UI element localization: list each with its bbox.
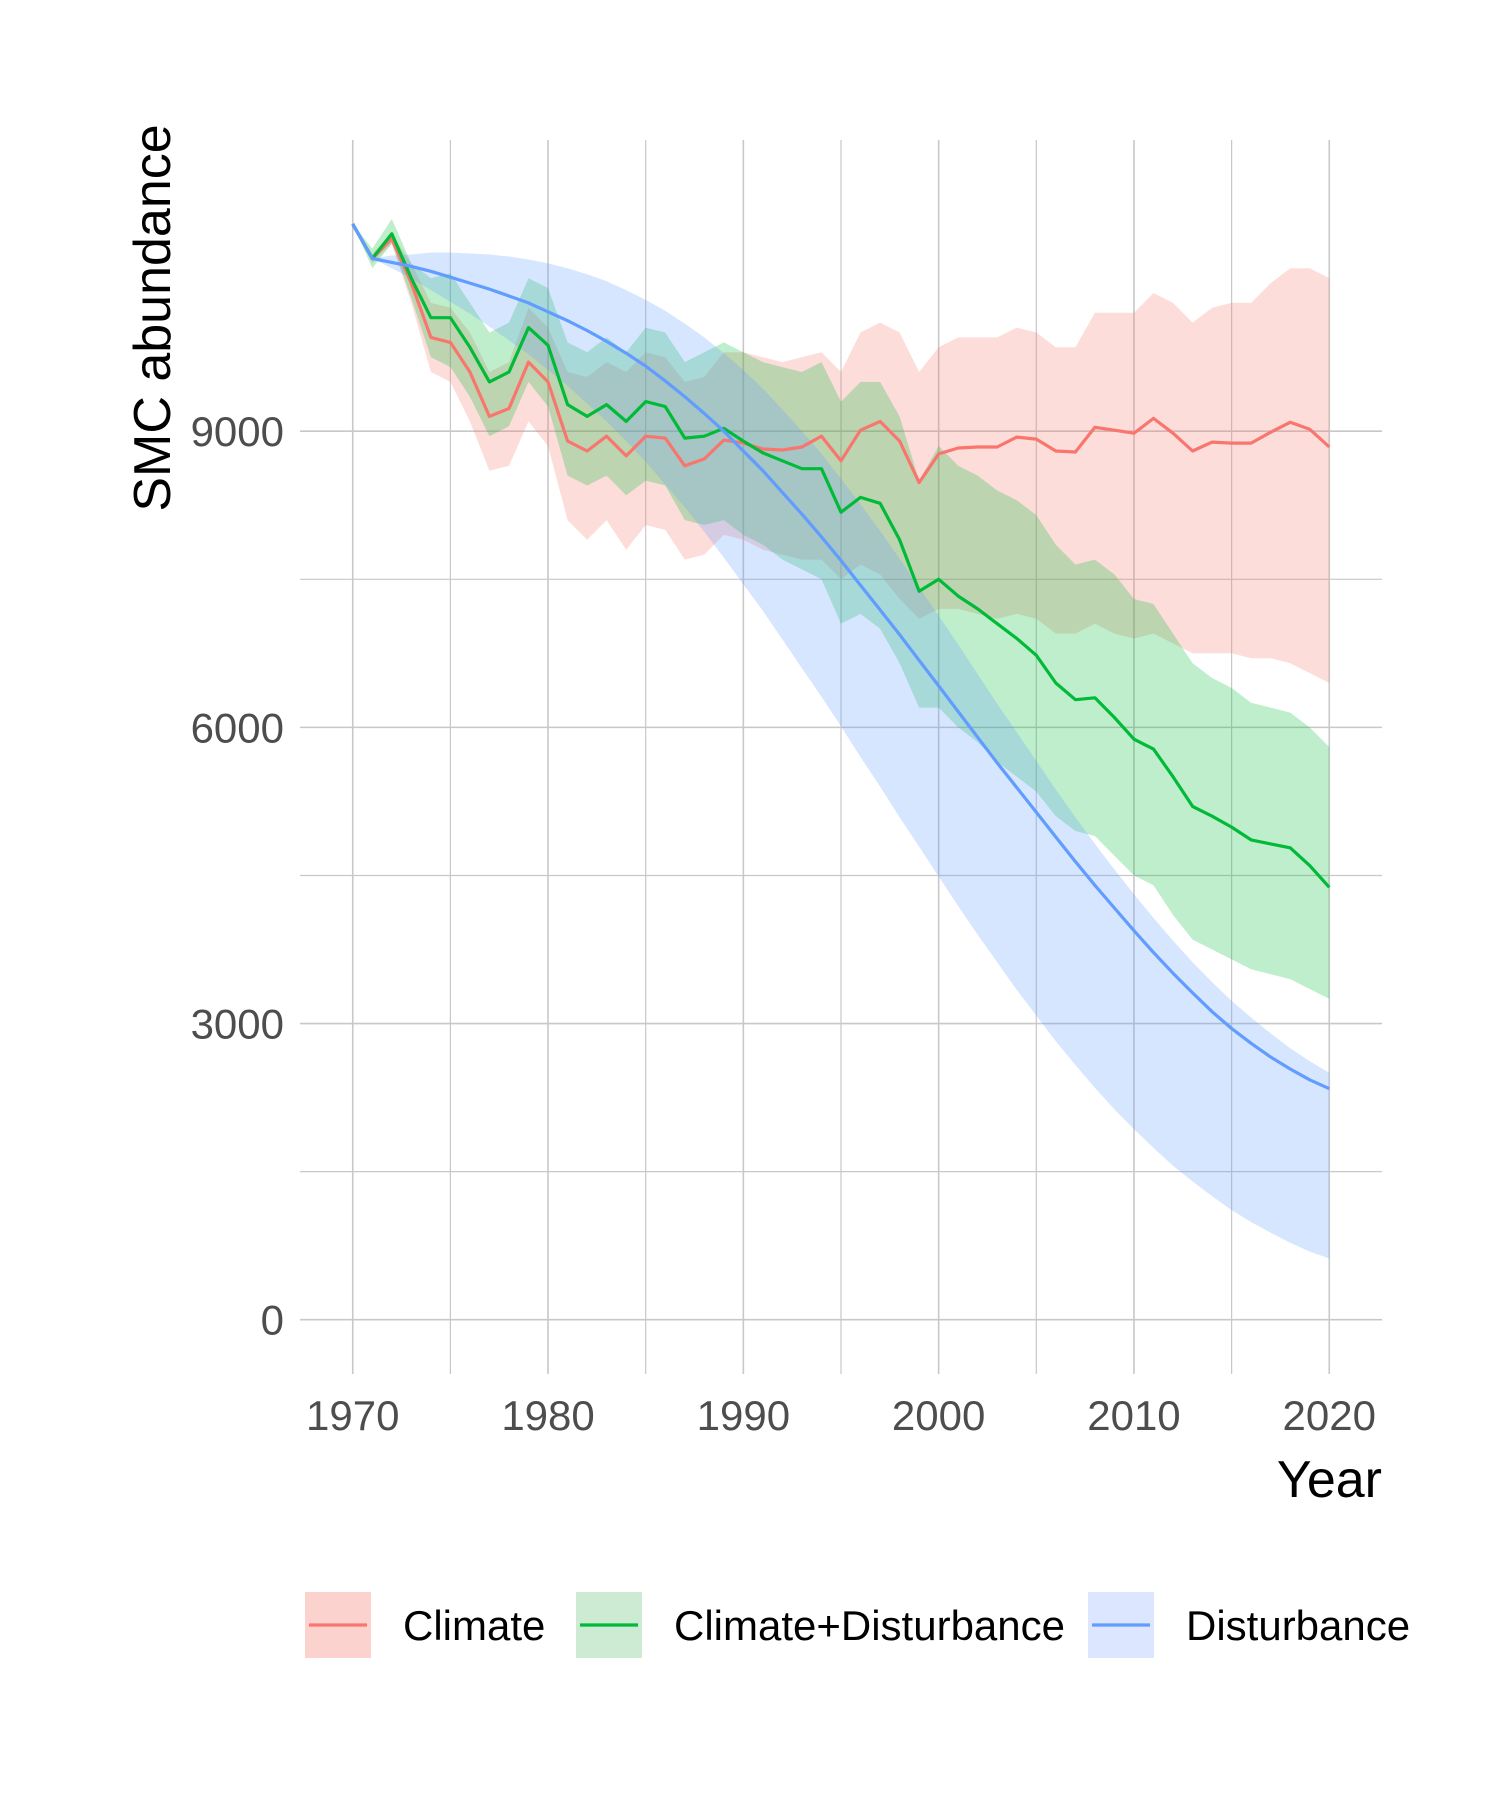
band-climate-disturbance: [352, 219, 1330, 999]
x-axis-title: Year: [1277, 1451, 1382, 1509]
y-tick-label: 3000: [191, 1001, 284, 1048]
y-axis-ticks: 0 3000 6000 9000: [191, 408, 284, 1343]
x-tick-label: 1980: [501, 1392, 594, 1439]
line-disturbance: [351, 223, 1330, 1091]
legend: Climate Climate+Disturbance Disturbance: [305, 1592, 1410, 1658]
x-tick-label: 2020: [1283, 1392, 1376, 1439]
x-tick-label: 2010: [1087, 1392, 1180, 1439]
band-disturbance: [352, 223, 1330, 1259]
y-axis-title: SMC abundance: [124, 124, 182, 511]
x-tick-label: 1970: [306, 1392, 399, 1439]
line-climate-disturbance: [351, 223, 1331, 889]
y-tick-label: 0: [261, 1297, 284, 1344]
legend-item: Climate: [305, 1592, 545, 1658]
grid: [300, 140, 1382, 1374]
y-tick-label: 6000: [191, 704, 284, 751]
series-lines: [351, 223, 1331, 1091]
x-tick-label: 2000: [892, 1392, 985, 1439]
legend-item: Disturbance: [1088, 1592, 1410, 1658]
confidence-bands: [352, 219, 1330, 1259]
legend-item: Climate+Disturbance: [576, 1592, 1065, 1658]
legend-label: Disturbance: [1186, 1602, 1410, 1649]
legend-label: Climate+Disturbance: [674, 1602, 1065, 1649]
y-tick-label: 9000: [191, 408, 284, 455]
x-tick-label: 1990: [697, 1392, 790, 1439]
x-axis-ticks: 1970 1980 1990 2000 2010 2020: [306, 1392, 1376, 1439]
band-climate: [352, 223, 1330, 683]
legend-label: Climate: [403, 1602, 545, 1649]
line-climate: [351, 223, 1331, 485]
